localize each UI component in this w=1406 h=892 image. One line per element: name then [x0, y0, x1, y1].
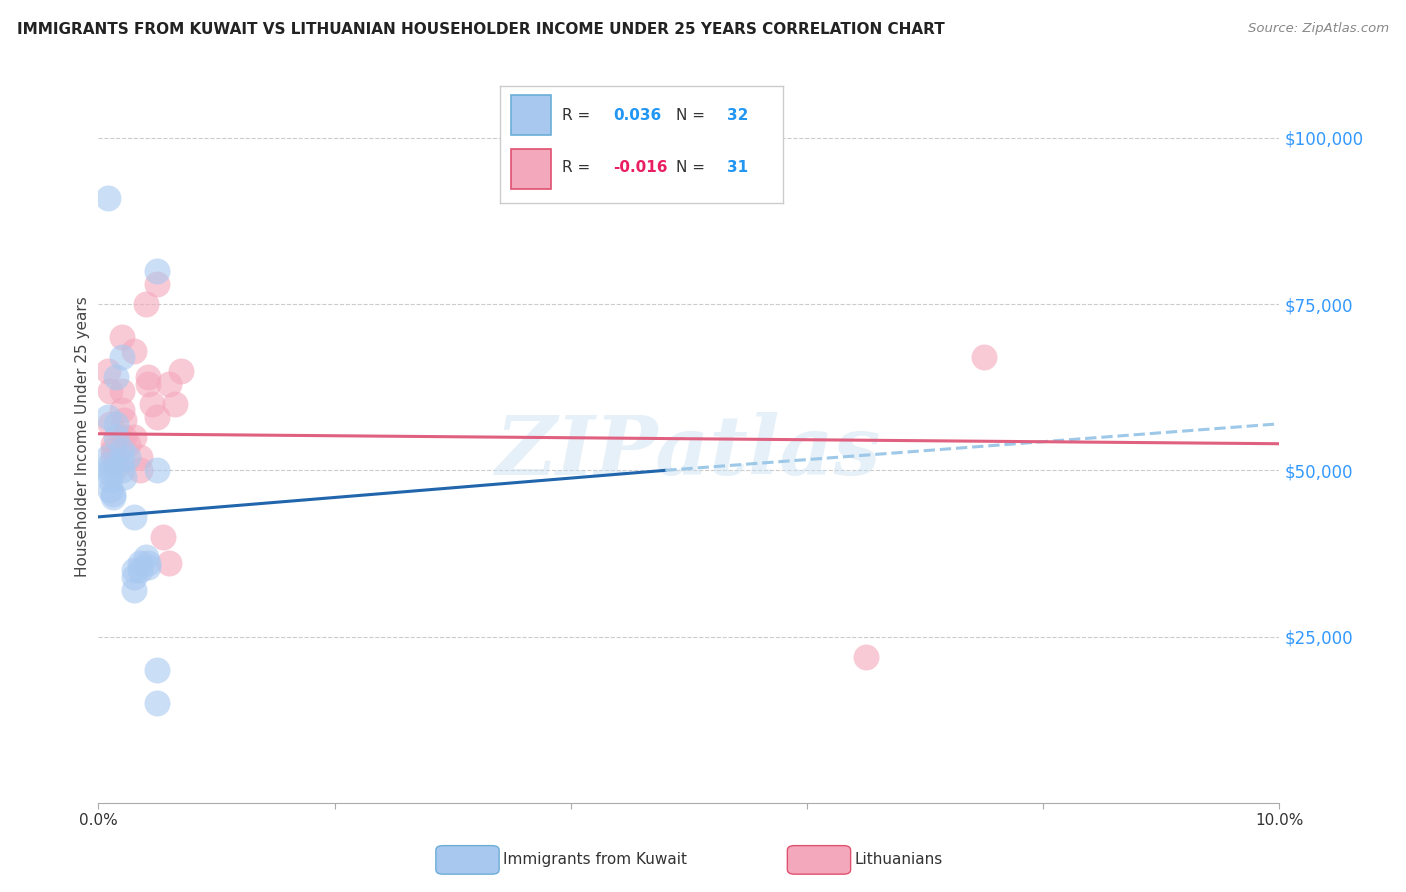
Point — [98, 417, 121, 431]
Point — [97, 191, 120, 205]
Point — [112, 413, 135, 427]
Point — [105, 453, 128, 467]
Point — [98, 457, 121, 471]
Point — [111, 384, 134, 398]
Point — [111, 403, 134, 417]
Point — [170, 363, 193, 377]
Point — [101, 486, 124, 500]
Point — [122, 509, 145, 524]
Point — [98, 463, 121, 477]
Point — [101, 436, 124, 450]
Point — [136, 376, 159, 391]
Point — [136, 370, 159, 384]
Point — [146, 410, 169, 425]
Point — [128, 463, 150, 477]
Point — [135, 297, 157, 311]
Point — [141, 397, 163, 411]
Point — [146, 264, 169, 278]
Text: Immigrants from Kuwait: Immigrants from Kuwait — [503, 853, 688, 867]
Point — [157, 557, 180, 571]
Point — [152, 530, 174, 544]
Point — [105, 370, 128, 384]
Point — [117, 436, 139, 450]
Point — [128, 450, 150, 464]
Point — [111, 453, 134, 467]
Point — [98, 467, 121, 481]
Point — [97, 363, 120, 377]
Point — [98, 483, 121, 498]
Text: ZIPatlas: ZIPatlas — [496, 412, 882, 491]
Point — [136, 559, 159, 574]
Point — [111, 463, 134, 477]
Point — [97, 450, 120, 464]
Point — [136, 557, 159, 571]
Point — [105, 430, 128, 444]
Point — [122, 582, 145, 597]
Point — [973, 351, 995, 365]
Point — [101, 450, 124, 464]
Point — [146, 696, 169, 710]
Y-axis label: Householder Income Under 25 years: Householder Income Under 25 years — [75, 297, 90, 577]
Point — [122, 343, 145, 358]
Point — [135, 549, 157, 564]
Text: Source: ZipAtlas.com: Source: ZipAtlas.com — [1249, 22, 1389, 36]
Point — [112, 430, 135, 444]
Point — [122, 430, 145, 444]
Point — [117, 450, 139, 464]
Point — [165, 397, 187, 411]
Point — [157, 376, 180, 391]
Point — [101, 443, 124, 458]
Point — [122, 563, 145, 577]
Point — [128, 557, 150, 571]
Point — [128, 563, 150, 577]
Point — [105, 417, 128, 431]
Point — [98, 384, 121, 398]
Point — [146, 277, 169, 292]
Point — [112, 470, 135, 484]
Point — [111, 351, 134, 365]
Text: Lithuanians: Lithuanians — [855, 853, 943, 867]
Point — [111, 443, 134, 458]
Point — [101, 490, 124, 504]
Text: IMMIGRANTS FROM KUWAIT VS LITHUANIAN HOUSEHOLDER INCOME UNDER 25 YEARS CORRELATI: IMMIGRANTS FROM KUWAIT VS LITHUANIAN HOU… — [17, 22, 945, 37]
Point — [111, 330, 134, 344]
Point — [146, 463, 169, 477]
Point — [98, 473, 121, 487]
Point — [97, 410, 120, 425]
Point — [105, 460, 128, 475]
Point — [855, 649, 877, 664]
Point — [146, 663, 169, 677]
Point — [122, 570, 145, 584]
